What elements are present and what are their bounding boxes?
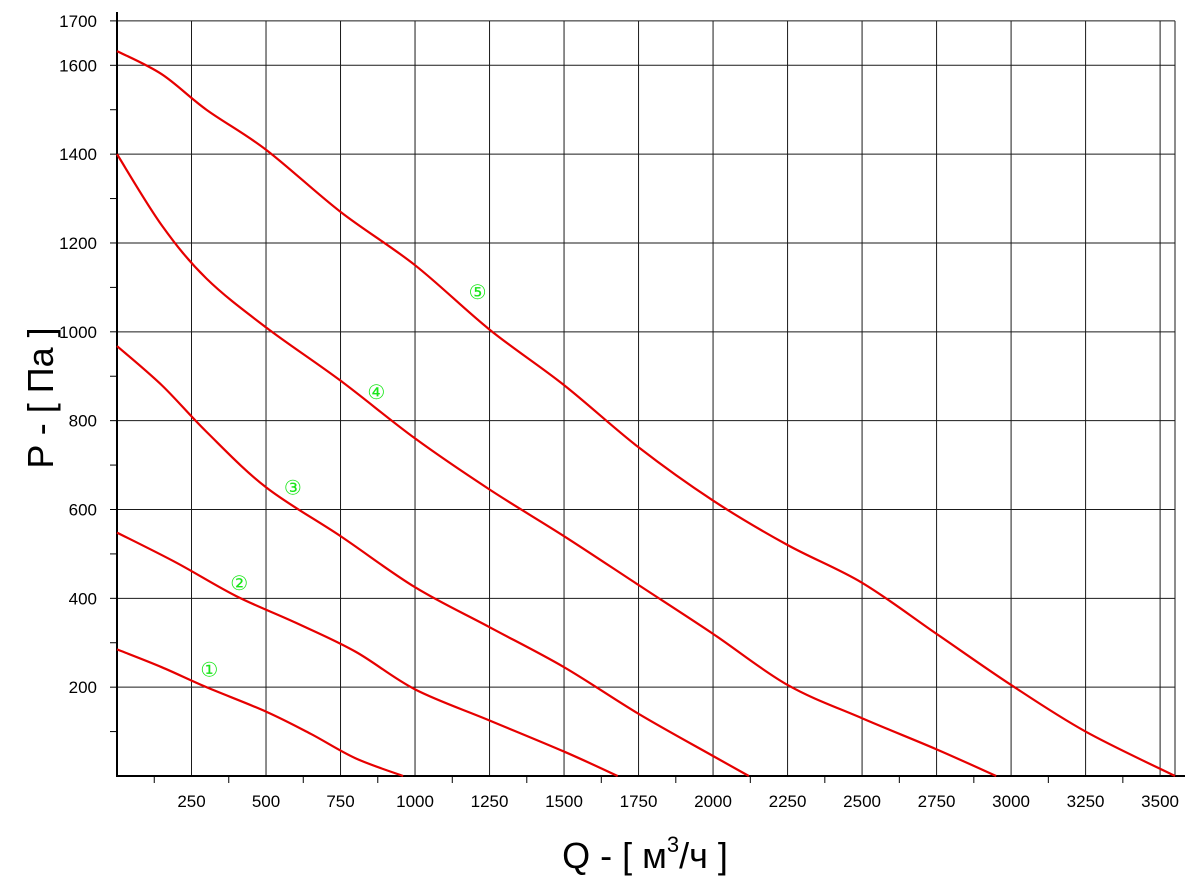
curve-4 <box>116 153 997 778</box>
x-tick-label-1250: 1250 <box>471 792 509 811</box>
x-tick-label-750: 750 <box>326 792 354 811</box>
curve-label-5: ⑤ <box>469 280 487 304</box>
y-tick-labels: 200 400 600 800 1000 1200 1400 1600 1700 <box>59 12 97 697</box>
x-tick-label-1500: 1500 <box>545 792 583 811</box>
x-tick-labels: 250 500 750 1000 1250 1500 1750 2000 2250 2500 275… <box>177 792 1179 811</box>
x-tick-label-2250: 2250 <box>769 792 807 811</box>
curve-label-1: ① <box>200 657 218 681</box>
x-tick-label-2750: 2750 <box>918 792 956 811</box>
y-tick-label-1600: 1600 <box>59 56 97 75</box>
curve-2 <box>116 531 619 778</box>
x-tick-label-1000: 1000 <box>396 792 434 811</box>
curve-label-2: ② <box>230 571 248 595</box>
axes <box>110 12 1185 783</box>
curve-1 <box>116 648 404 778</box>
y-tick-label-1700: 1700 <box>59 12 97 31</box>
x-axis-title: Q - [ м3/ч ] <box>562 832 728 876</box>
curve-5 <box>116 50 1176 777</box>
y-tick-label-1400: 1400 <box>59 145 97 164</box>
y-tick-label-400: 400 <box>69 589 97 608</box>
curve-label-3: ③ <box>284 475 302 499</box>
x-tick-label-2000: 2000 <box>694 792 732 811</box>
grid <box>117 20 1176 776</box>
y-tick-label-600: 600 <box>69 500 97 519</box>
y-tick-label-200: 200 <box>69 678 97 697</box>
x-tick-label-3000: 3000 <box>992 792 1030 811</box>
curve-3 <box>116 345 750 777</box>
x-tick-label-1750: 1750 <box>620 792 658 811</box>
y-tick-label-1000: 1000 <box>59 323 97 342</box>
curve-label-4: ④ <box>367 380 385 404</box>
x-tick-label-3500: 3500 <box>1141 792 1179 811</box>
x-tick-label-3250: 3250 <box>1067 792 1105 811</box>
x-tick-label-250: 250 <box>177 792 205 811</box>
x-tick-label-2500: 2500 <box>843 792 881 811</box>
y-axis-title: P - [ Па ] <box>20 327 61 468</box>
x-tick-label-500: 500 <box>252 792 280 811</box>
curves <box>116 50 1176 778</box>
y-tick-label-800: 800 <box>69 412 97 431</box>
y-tick-label-1200: 1200 <box>59 234 97 253</box>
curve-labels: ① ② ③ ④ ⑤ <box>200 280 486 682</box>
